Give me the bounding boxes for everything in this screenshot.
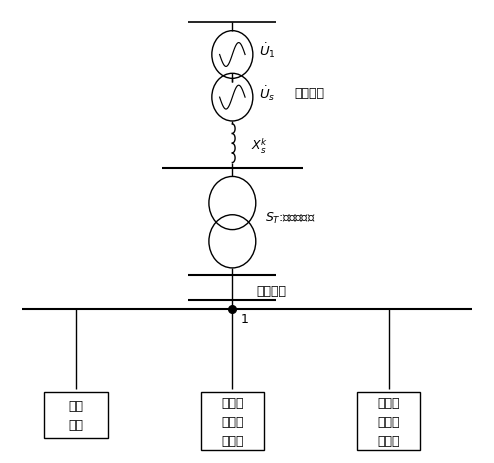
Text: 配电线路: 配电线路 (257, 285, 287, 298)
Text: 电流源
型非线
性负荷: 电流源 型非线 性负荷 (377, 396, 400, 446)
Bar (44, 393, 108, 438)
Text: $X_s^k$: $X_s^k$ (251, 137, 268, 156)
Text: 电压源
型非线
性负荷: 电压源 型非线 性负荷 (221, 396, 244, 446)
Text: 线性
负荷: 线性 负荷 (69, 400, 83, 432)
Text: 背景谐波: 背景谐波 (294, 87, 325, 100)
Bar (201, 393, 264, 450)
Text: $\dot{U}_1$: $\dot{U}_1$ (259, 42, 276, 60)
Text: $\dot{U}_s$: $\dot{U}_s$ (259, 84, 275, 103)
Bar (357, 393, 420, 450)
Text: $S_T$:配电变压器: $S_T$:配电变压器 (265, 211, 315, 225)
Text: 1: 1 (241, 312, 249, 325)
